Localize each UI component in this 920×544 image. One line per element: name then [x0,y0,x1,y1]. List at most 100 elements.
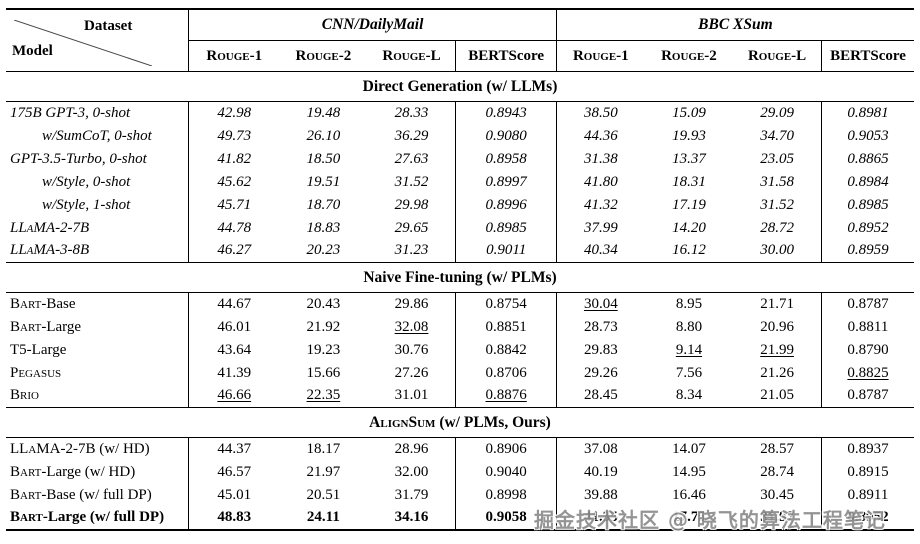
metric-value: 20.96 [760,318,794,335]
metric-value: 40.19 [555,460,645,484]
metric-value: 27.63 [394,150,429,167]
metric-value: 30.76 [394,341,429,358]
metric-value: 21.92 [306,318,341,335]
metric-value: 0.8865 [821,147,914,171]
metric-value: 39.88 [555,483,645,507]
metric-value: 0.8952 [821,506,914,530]
metric-value: 20.51 [306,486,341,503]
section-title: Naive Fine-tuning (w/ PLMs) [6,262,914,293]
table-row: Bart-Large (w/ full DP) 48.83 24.11 34.1… [6,506,914,530]
table-row: Pegasus 41.39 15.66 27.26 0.8706 29.26 7… [6,361,914,385]
model-name: Bart-Large (w/ full DP) [6,507,189,530]
metric-value: 17.75 [672,509,706,526]
model-name-rest: -3-8B [55,242,90,259]
model-name-rest: -Base (w/ full DP) [41,486,152,503]
metric-value: 22.35 [306,387,341,404]
model-name: w/Style, 1-shot [6,194,189,217]
metric-value: 14.07 [672,440,706,457]
section-title: AlignSum (w/ PLMs, Ours) [6,407,914,438]
model-name: LLaMA-2-7B (w/ HD) [6,438,189,461]
table-row: LLaMA-3-8B 46.27 20.23 31.23 0.9011 40.3… [6,239,914,263]
col-header-xsum-rouge1: Rouge-1 [555,40,645,72]
metric-value: 8.80 [675,318,703,335]
section-title-sc: AlignSum [369,413,436,431]
metric-value: 19.48 [306,104,341,121]
metric-value: 8.95 [675,295,703,312]
metric-value: 21.05 [760,387,794,404]
table-row: w/Style, 0-shot 45.62 19.51 31.52 0.8997… [6,170,914,194]
model-name-rest: -Large (w/ HD) [41,463,136,480]
metric-value: 44.78 [188,216,280,240]
metric-value: 28.57 [760,440,794,457]
metric-value: 17.19 [672,196,706,213]
metric-value: 0.8943 [455,101,557,125]
model-name-sc: LLaMA [10,440,61,457]
table-header: Dataset Model CNN/DailyMail BBC XSum Rou… [6,9,914,72]
metric-value: 31.01 [394,387,429,404]
metric-value: 46.66 [188,384,280,408]
model-name-rest: -Large (w/ full DP) [42,509,165,526]
metric-value: 14.95 [672,463,706,480]
model-name: LLaMA-2-7B [6,217,189,240]
metric-value: 16.46 [672,486,706,503]
metric-value: 45.62 [188,170,280,194]
metric-value: 44.37 [188,437,280,461]
metric-value: 18.50 [306,150,341,167]
model-name-sc: LLaMA [10,242,56,259]
metric-value: 31.79 [394,486,429,503]
model-name-sc: Bart [10,318,42,335]
metric-value: 45.01 [188,483,280,507]
table-row: w/Style, 1-shot 45.71 18.70 29.98 0.8996… [6,193,914,217]
metric-value: 0.8958 [455,147,557,171]
col-header-cnn-rougel: Rouge-L [367,40,456,72]
metric-value: 0.8911 [821,483,914,507]
table-row: LLaMA-2-7B (w/ HD) 44.37 18.17 28.96 0.8… [6,437,914,461]
corner-dataset-label: Dataset [84,17,133,34]
model-name-rest: 175B GPT-3, 0-shot [10,104,131,121]
metric-value: 0.8706 [455,361,557,385]
metric-value: 29.26 [555,361,645,385]
model-name-rest: GPT-3.5-Turbo, 0-shot [10,150,147,167]
metric-value: 18.83 [306,219,341,236]
metric-value: 29.98 [394,196,429,213]
metric-value: 28.45 [555,384,645,408]
metric-value: 31.38 [555,147,645,171]
metric-value: 30.04 [555,292,645,316]
metric-value: 0.8811 [821,315,914,339]
metric-value: 19.93 [672,127,706,144]
table-row: Bart-Base (w/ full DP) 45.01 20.51 31.79… [6,483,914,507]
section-header-row: Direct Generation (w/ LLMs) [6,71,914,102]
metric-value: 0.8842 [455,338,557,362]
model-name-sc: Pegasus [10,364,62,381]
model-name-rest: -2-7B [55,219,90,236]
metric-value: 13.37 [672,150,706,167]
metric-value: 18.70 [306,196,341,213]
metric-value: 41.80 [555,170,645,194]
model-name-rest: w/SumCoT, 0-shot [42,127,152,144]
metric-value: 34.70 [760,127,794,144]
model-name: Pegasus [6,362,189,385]
metric-value: 27.26 [394,364,429,381]
model-name: Bart-Large [6,316,189,339]
metric-value: 30.00 [760,242,794,259]
metric-value: 0.9053 [821,124,914,148]
metric-value: 0.8915 [821,460,914,484]
metric-value: 19.51 [306,173,341,190]
metric-value: 15.66 [306,364,341,381]
metric-value: 21.99 [760,341,794,358]
metric-value: 0.8825 [821,361,914,385]
col-group-cnn-dailymail: CNN/DailyMail [188,9,557,41]
metric-value: 42.98 [188,101,280,125]
col-header-xsum-rougel: Rouge-L [733,40,822,72]
model-name-sc: Bart [10,486,42,503]
section-title-rest: Direct Generation (w/ LLMs) [362,77,558,95]
metric-value: 0.8998 [455,483,557,507]
metric-value: 0.8754 [455,292,557,316]
metric-value: 0.8876 [455,384,557,408]
metric-value: 0.9011 [455,239,557,263]
metric-value: 0.9080 [455,124,557,148]
results-table: Dataset Model CNN/DailyMail BBC XSum Rou… [6,8,914,531]
metric-value: 0.8937 [821,437,914,461]
metric-value: 38.50 [555,101,645,125]
table-row: GPT-3.5-Turbo, 0-shot 41.82 18.50 27.63 … [6,147,914,171]
